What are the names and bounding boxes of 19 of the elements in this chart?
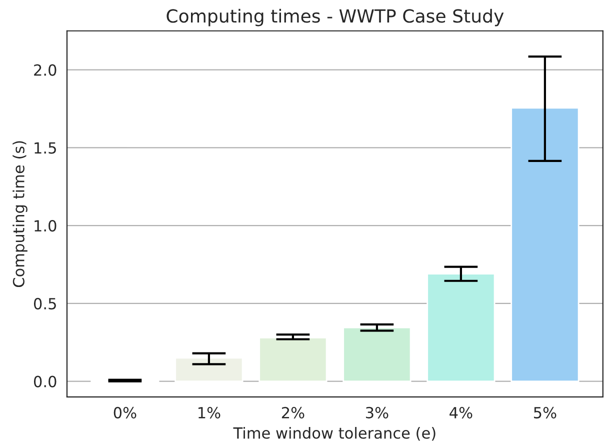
y-axis-title: Computing time (s) bbox=[12, 141, 28, 288]
y-tick-label: 2.0 bbox=[34, 64, 56, 76]
x-axis-title: Time window tolerance (e) bbox=[233, 426, 436, 441]
y-tick-label: 0.0 bbox=[34, 376, 56, 388]
y-tick-label: 1.0 bbox=[34, 220, 56, 232]
chart-title: Computing times - WWTP Case Study bbox=[166, 8, 504, 26]
bar bbox=[174, 357, 244, 382]
x-tick-label: 4% bbox=[450, 406, 472, 418]
y-tick-label: 1.5 bbox=[34, 142, 56, 154]
x-tick-label: 5% bbox=[534, 406, 556, 418]
x-tick-label: 1% bbox=[198, 406, 220, 418]
bar bbox=[510, 107, 580, 382]
bar bbox=[426, 273, 496, 382]
x-tick-label: 3% bbox=[366, 406, 388, 418]
bar bbox=[258, 337, 328, 382]
bar bbox=[342, 326, 412, 382]
x-tick-label: 2% bbox=[282, 406, 304, 418]
x-tick-label: 0% bbox=[114, 406, 136, 418]
y-tick-label: 0.5 bbox=[34, 298, 56, 310]
